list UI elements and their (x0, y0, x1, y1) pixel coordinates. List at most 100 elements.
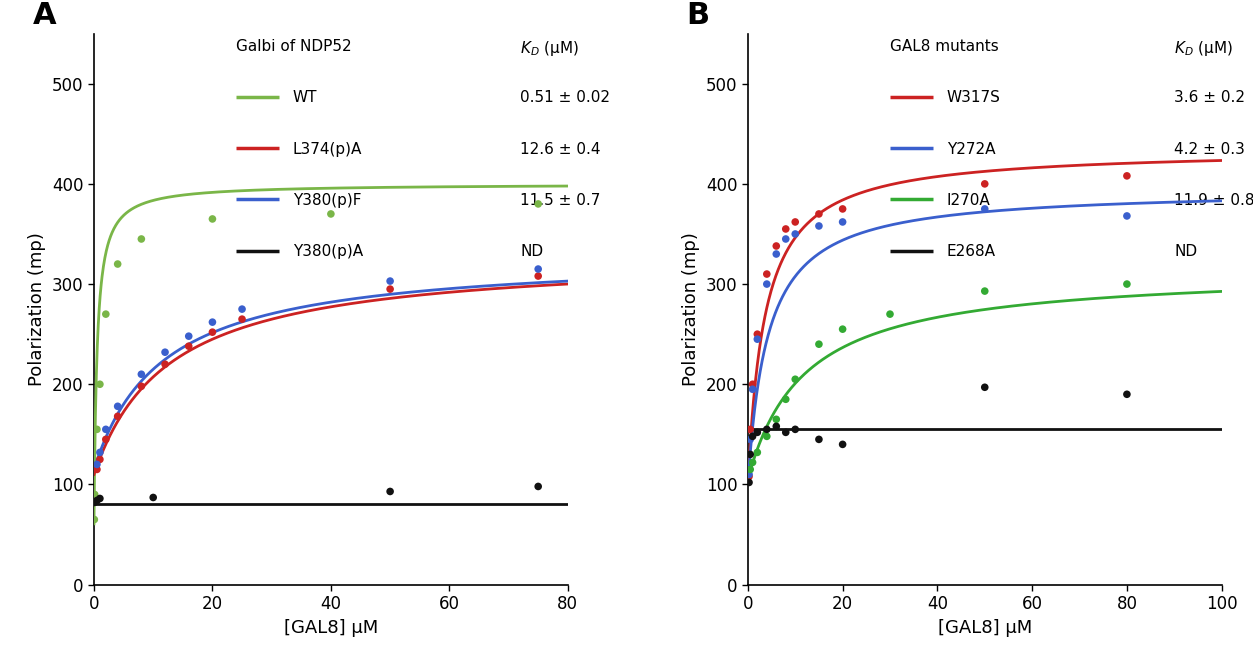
Text: Galbi of NDP52: Galbi of NDP52 (236, 39, 352, 54)
Text: B: B (687, 1, 709, 30)
Y-axis label: Polarization (mp): Polarization (mp) (682, 233, 700, 386)
Point (809, 339, 829, 349)
Point (90, 454, 110, 465)
Point (809, 208, 829, 219)
Point (155, 347, 175, 358)
Point (741, 449, 761, 460)
Text: $\it{K}$$_D$ (μM): $\it{K}$$_D$ (μM) (1174, 39, 1233, 58)
Point (529, 481, 549, 492)
Point (108, 259, 128, 269)
Point (975, 179, 995, 190)
Point (809, 220, 829, 231)
Text: 12.6 ± 0.4: 12.6 ± 0.4 (520, 142, 601, 157)
Point (743, 457, 763, 468)
Point (739, 469, 759, 480)
Point (743, 431, 763, 442)
Text: W317S: W317S (947, 90, 1001, 106)
Point (86, 464, 107, 475)
Point (232, 314, 252, 325)
Text: I270A: I270A (947, 193, 991, 208)
Point (786, 228, 806, 239)
Point (380, 486, 400, 497)
Point (529, 263, 549, 274)
Text: GAL8 mutants: GAL8 mutants (890, 39, 999, 54)
Point (179, 331, 199, 341)
Point (741, 464, 761, 475)
Point (809, 434, 829, 445)
Point (380, 284, 400, 294)
Point (179, 341, 199, 351)
Point (786, 424, 806, 435)
Point (1116, 210, 1136, 221)
Point (132, 381, 152, 392)
Point (975, 286, 995, 296)
Point (86, 459, 107, 470)
Point (108, 411, 128, 422)
Point (1116, 389, 1136, 400)
Point (741, 434, 761, 445)
Point (90, 493, 110, 504)
Text: 3.6 ± 0.2: 3.6 ± 0.2 (1174, 90, 1245, 106)
Point (747, 427, 767, 437)
Point (84, 514, 104, 525)
Point (529, 271, 549, 282)
Point (84, 497, 104, 508)
Point (1116, 171, 1136, 181)
X-axis label: [GAL8] μM: [GAL8] μM (283, 619, 378, 636)
Text: $\it{K}$$_D$ (μM): $\it{K}$$_D$ (μM) (520, 39, 579, 58)
Text: A: A (33, 1, 56, 30)
Point (786, 216, 806, 227)
Point (739, 471, 759, 482)
Point (90, 447, 110, 458)
Point (143, 492, 163, 503)
Point (776, 394, 796, 405)
Point (743, 384, 763, 394)
Point (743, 379, 763, 390)
Y-axis label: Polarization (mp): Polarization (mp) (29, 233, 46, 386)
Point (203, 327, 223, 337)
Point (529, 198, 549, 209)
Point (975, 204, 995, 214)
Text: 0.51 ± 0.02: 0.51 ± 0.02 (520, 90, 610, 106)
Point (832, 439, 852, 450)
Point (767, 414, 787, 425)
Point (747, 447, 767, 458)
Text: 11.9 ± 0.8: 11.9 ± 0.8 (1174, 193, 1253, 208)
Point (741, 424, 761, 435)
Text: Y272A: Y272A (947, 142, 995, 157)
Point (767, 421, 787, 431)
Point (757, 424, 777, 435)
Point (832, 204, 852, 214)
Point (90, 379, 110, 390)
Text: ND: ND (520, 244, 544, 259)
Point (95, 424, 115, 435)
Point (380, 276, 400, 286)
Point (86, 424, 107, 435)
Point (203, 317, 223, 327)
Text: Y380(p)A: Y380(p)A (293, 244, 363, 259)
Point (832, 216, 852, 227)
Point (321, 208, 341, 219)
Point (155, 359, 175, 370)
Point (85, 489, 105, 500)
Point (786, 374, 806, 384)
Point (132, 369, 152, 380)
Point (132, 234, 152, 245)
Point (739, 477, 759, 488)
Point (108, 401, 128, 412)
Point (767, 249, 787, 259)
Text: 4.2 ± 0.3: 4.2 ± 0.3 (1174, 142, 1245, 157)
Point (776, 427, 796, 437)
Point (880, 308, 900, 319)
Point (776, 234, 796, 245)
Point (85, 459, 105, 470)
Text: ND: ND (1174, 244, 1198, 259)
Point (86, 495, 107, 506)
Point (832, 324, 852, 335)
X-axis label: [GAL8] μM: [GAL8] μM (937, 619, 1032, 636)
Point (757, 279, 777, 290)
Text: L374(p)A: L374(p)A (293, 142, 362, 157)
Point (767, 241, 787, 251)
Point (1116, 279, 1136, 290)
Point (203, 214, 223, 224)
